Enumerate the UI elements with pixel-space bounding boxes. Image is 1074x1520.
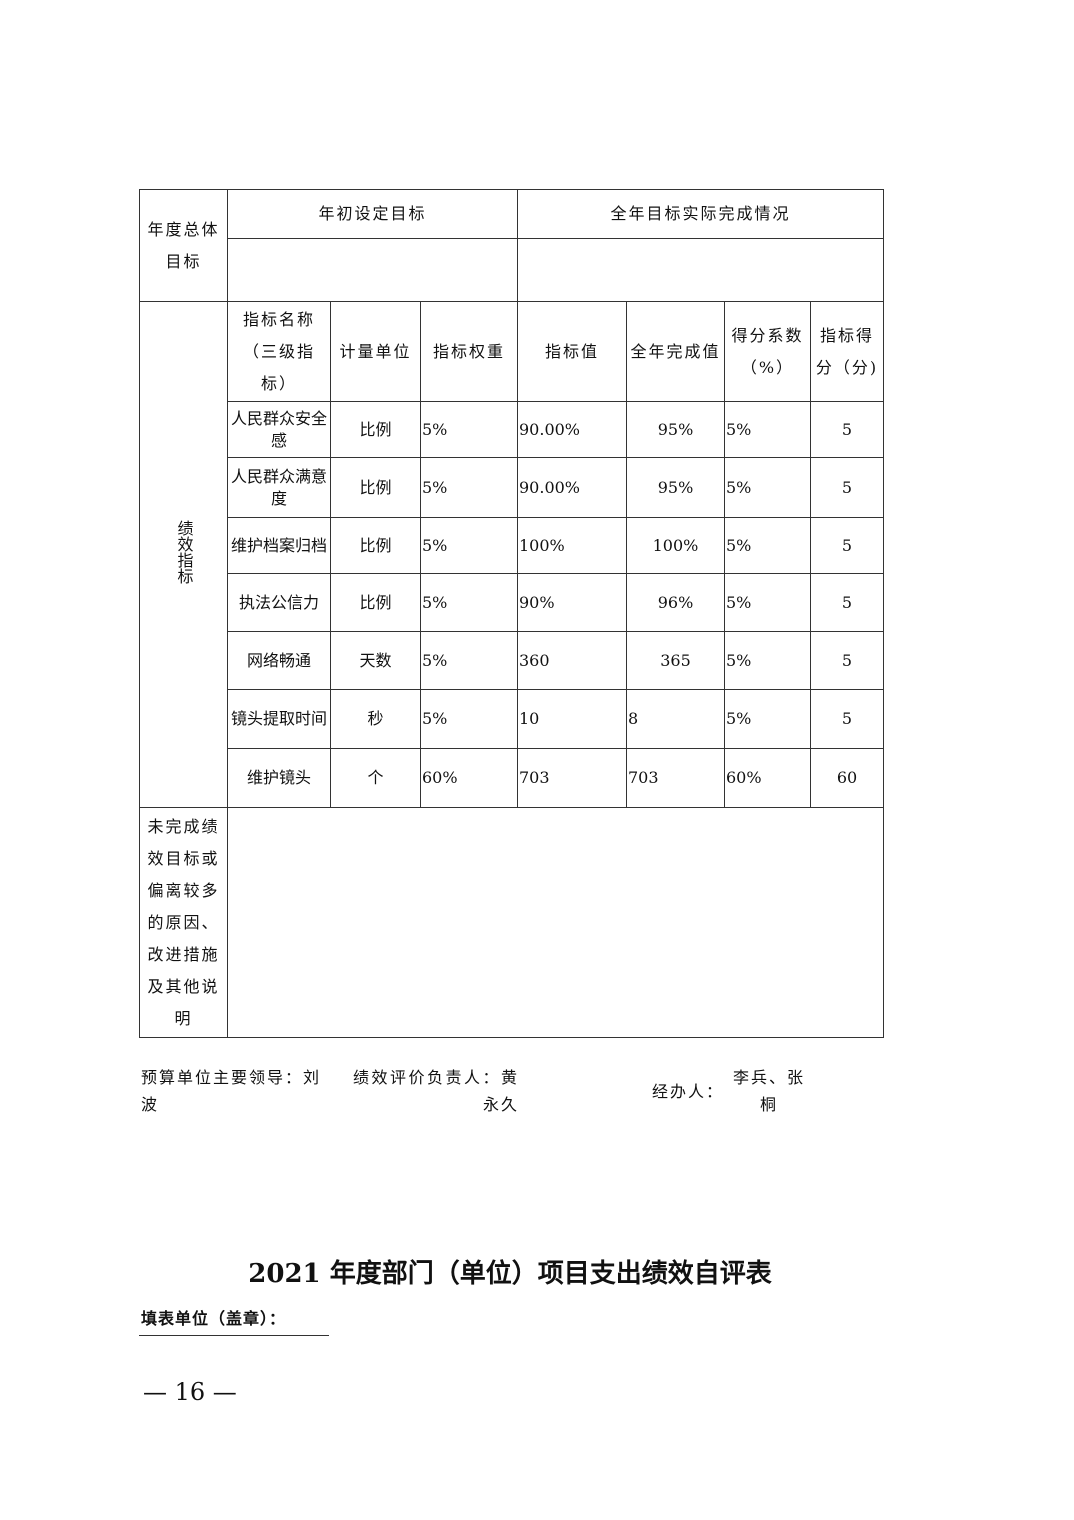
cell-weight: 5%: [420, 689, 518, 749]
table-row: 维护镜头个 60% 703 703 60% 60: [140, 748, 885, 808]
cell-completed-value: 365: [626, 631, 725, 690]
cell-unit: 比例: [330, 573, 421, 632]
cell-unit: 比例: [330, 517, 421, 574]
performance-table: 年度总体目标 年初设定目标 全年目标实际完成情况 绩效指标 指标名称（三级指标）…: [139, 189, 885, 1038]
header-indicator-name: 指标名称（三级指标）: [227, 301, 331, 402]
cell-completed-value: 703: [626, 748, 725, 808]
cell-score-coefficient: 5%: [724, 517, 811, 574]
cell-target-value: 100%: [517, 517, 627, 574]
cell-score-coefficient: 60%: [724, 748, 811, 808]
cell-score-coefficient: 5%: [724, 631, 811, 690]
cell-weight: 5%: [420, 457, 518, 518]
fill-unit-underline: [139, 1335, 329, 1336]
cell-indicator-name: 人民群众满意度: [227, 457, 331, 518]
cell-target-value: 10: [517, 689, 627, 749]
cell-weight: 5%: [420, 401, 518, 458]
cell-unit: 个: [330, 748, 421, 808]
header-completed-value: 全年完成值: [626, 301, 725, 402]
cell-unit: 天数: [330, 631, 421, 690]
cell-target-value: 90%: [517, 573, 627, 632]
cell-weight: 5%: [420, 517, 518, 574]
cell-unit: 秒: [330, 689, 421, 749]
cell-target-value: 90.00%: [517, 457, 627, 518]
table-row: 人民群众安全感 比例 5% 90.00% 95% 5% 5: [140, 401, 885, 458]
cell-weight: 5%: [420, 631, 518, 690]
cell-indicator-name: 镜头提取时间: [227, 689, 331, 749]
cell-completed-value: 96%: [626, 573, 725, 632]
cell-completed-value: 100%: [626, 517, 725, 574]
table-row: 维护档案归档 比例 5% 100% 100% 5% 5: [140, 517, 885, 574]
header-weight: 指标权重: [420, 301, 518, 402]
handler-label: 经办人：: [652, 1082, 725, 1101]
performance-label: 绩效指标: [174, 519, 194, 584]
actual-completion-header: 全年目标实际完成情况: [516, 189, 885, 239]
header-score-coefficient: 得分系数（%）: [724, 301, 811, 402]
cell-unit: 比例: [330, 457, 421, 518]
cell-completed-value: 95%: [626, 401, 725, 458]
cell-score: 5: [809, 517, 885, 574]
handler-signature: 李兵、张桐: [732, 1068, 805, 1114]
cell-completed-value: 95%: [626, 457, 725, 518]
fill-unit-label: 填表单位（盖章）：: [141, 1309, 287, 1328]
cell-indicator-name: 网络畅通: [227, 631, 331, 690]
header-target-value: 指标值: [517, 301, 627, 402]
cell-indicator-name: 维护档案归档: [227, 517, 331, 574]
evaluator-signature: 绩效评价负责人：黄永久: [353, 1068, 519, 1114]
overall-goal-label: 年度总体目标: [139, 189, 228, 302]
cell-weight: 5%: [420, 573, 518, 632]
header-score: 指标得分（分): [809, 301, 885, 402]
initial-target-header: 年初设定目标: [227, 189, 518, 239]
table-row: 人民群众满意度 比例 5% 90.00% 95% 5% 5: [140, 457, 885, 518]
cell-target-value: 360: [517, 631, 627, 690]
cell-score: 5: [809, 689, 885, 749]
leader-signature: 预算单位主要领导：刘波: [141, 1068, 322, 1114]
table-row: 网络畅通 天数 5% 360 365 5% 5: [140, 631, 885, 690]
cell-score-coefficient: 5%: [724, 457, 811, 518]
initial-target-value: [227, 238, 518, 302]
next-table-title: 2021 年度部门（单位）项目支出绩效自评表: [248, 1259, 772, 1289]
reason-value: [226, 807, 885, 1038]
cell-target-value: 90.00%: [517, 401, 627, 458]
cell-score-coefficient: 5%: [724, 689, 811, 749]
cell-completed-value: 8: [626, 689, 725, 749]
cell-score-coefficient: 5%: [724, 573, 811, 632]
cell-score: 5: [809, 573, 885, 632]
cell-weight: 60%: [420, 748, 518, 808]
table-row: 镜头提取时间秒 5% 10 8 5% 5: [140, 689, 885, 749]
cell-score-coefficient: 5%: [724, 401, 811, 458]
cell-unit: 比例: [330, 401, 421, 458]
cell-indicator-name: 维护镜头: [227, 748, 331, 808]
header-unit: 计量单位: [330, 301, 421, 402]
cell-score: 5: [809, 631, 885, 690]
cell-score: 5: [809, 401, 885, 458]
cell-indicator-name: 人民群众安全感: [227, 401, 331, 458]
cell-indicator-name: 执法公信力: [227, 573, 331, 632]
actual-completion-value: [516, 238, 885, 302]
cell-score: 60: [809, 748, 885, 808]
page-number: — 16 —: [143, 1378, 237, 1406]
cell-target-value: 703: [517, 748, 627, 808]
reason-label: 未完成绩效目标或偏离较多的原因、改进措施及其他说明: [139, 807, 228, 1038]
table-row: 执法公信力 比例 5% 90% 96% 5% 5: [140, 573, 885, 632]
cell-score: 5: [809, 457, 885, 518]
performance-label-cell: 绩效指标: [139, 301, 228, 808]
